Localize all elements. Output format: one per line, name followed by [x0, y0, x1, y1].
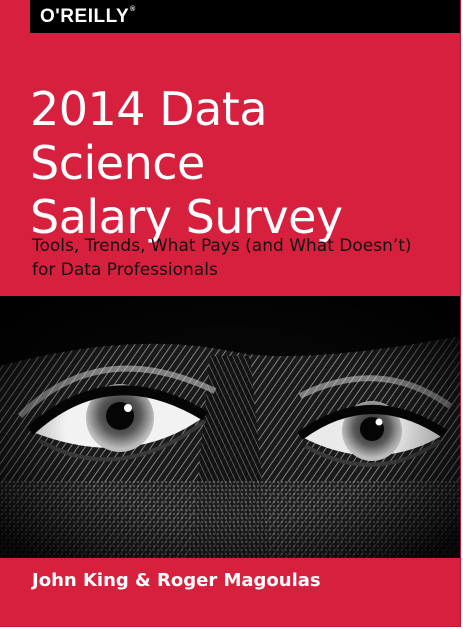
book-authors: John King & Roger Magoulas	[32, 570, 321, 591]
cover-image-banknote-eyes	[0, 296, 460, 558]
book-subtitle: Tools, Trends, What Pays (and What Doesn…	[32, 236, 412, 280]
publisher-logo-bar: O'REILLY®	[30, 0, 460, 33]
book-title: 2014 Data Science Salary Survey	[30, 82, 343, 244]
publisher-logo: O'REILLY®	[40, 6, 136, 27]
